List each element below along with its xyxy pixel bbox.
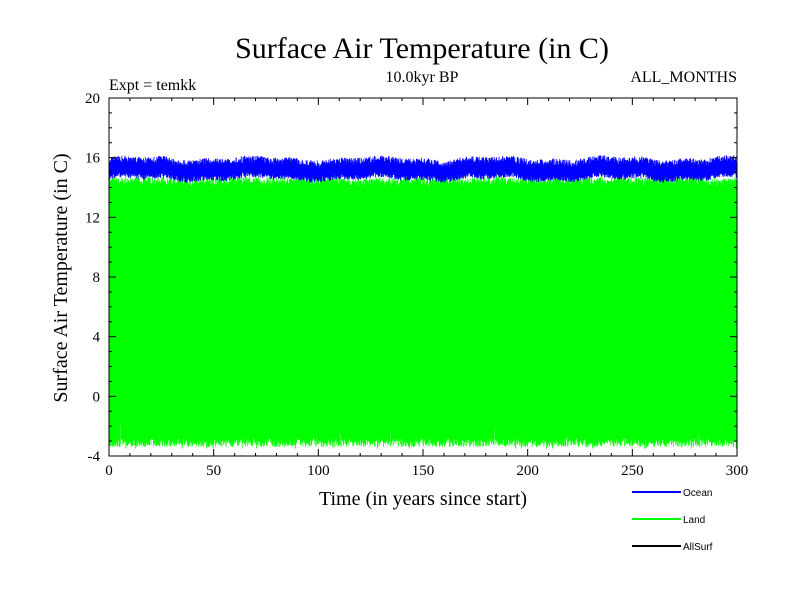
axis-ticks — [108, 97, 738, 457]
period-label: ALL_MONTHS — [630, 69, 737, 86]
ocean-series-line — [109, 155, 737, 183]
x-tick-label: 300 — [726, 463, 749, 479]
expt-label: Expt = temkk — [109, 77, 196, 94]
legend: Ocean Land AllSurf — [632, 488, 713, 553]
x-tick-label: 100 — [307, 463, 330, 479]
x-tick-label: 250 — [621, 463, 644, 479]
land-series-line — [109, 174, 737, 449]
y-tick-label: 12 — [85, 210, 100, 226]
legend-label-land: Land — [683, 515, 705, 526]
y-tick-label: 0 — [93, 389, 101, 405]
x-tick-label: 0 — [105, 463, 113, 479]
chart-subtitle: 10.0kyr BP — [386, 69, 459, 86]
y-tick-label: 20 — [85, 91, 100, 107]
y-tick-label: 8 — [93, 270, 101, 286]
legend-label-allsurf: AllSurf — [683, 542, 713, 553]
y-tick-label: 16 — [85, 151, 101, 167]
x-axis-label: Time (in years since start) — [319, 488, 527, 510]
y-tick-labels: -4 0 4 8 12 16 20 — [85, 91, 101, 465]
y-axis-label: Surface Air Temperature (in C) — [50, 153, 72, 402]
y-tick-label: -4 — [88, 449, 101, 465]
x-tick-labels: 0 50 100 150 200 250 300 — [105, 463, 748, 479]
legend-label-ocean: Ocean — [683, 488, 712, 499]
plot-area — [109, 155, 737, 449]
x-tick-label: 150 — [412, 463, 435, 479]
chart-title: Surface Air Temperature (in C) — [235, 32, 609, 65]
y-tick-label: 4 — [93, 330, 101, 346]
x-tick-label: 50 — [206, 463, 221, 479]
x-tick-label: 200 — [516, 463, 539, 479]
